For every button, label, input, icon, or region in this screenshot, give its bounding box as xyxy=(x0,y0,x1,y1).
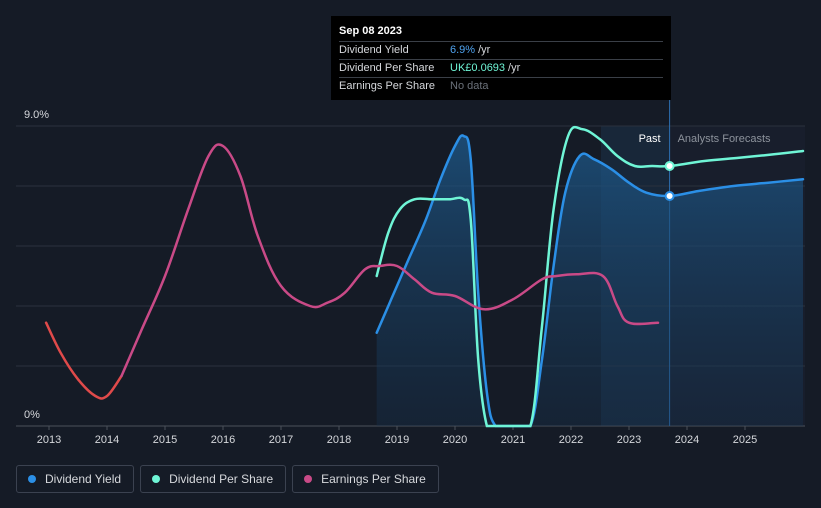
x-tick-label: 2018 xyxy=(327,434,351,446)
dividend-yield-marker xyxy=(664,191,675,201)
legend-dot-icon xyxy=(28,475,36,483)
legend-label: Dividend Yield xyxy=(45,472,122,486)
dividend-per-share-marker xyxy=(664,161,675,171)
tooltip-value: No data xyxy=(450,80,489,92)
x-tick-label: 2020 xyxy=(443,434,467,446)
x-tick-label: 2017 xyxy=(269,434,293,446)
past-label: Past xyxy=(639,133,661,145)
tooltip-date: Sep 08 2023 xyxy=(339,25,402,37)
earnings-per-share-line-segment xyxy=(44,321,123,400)
hover-tooltip: Sep 08 2023 Dividend Yield 6.9% /yr Divi… xyxy=(331,16,671,100)
x-tick-label: 2016 xyxy=(211,434,235,446)
tooltip-label: Earnings Per Share xyxy=(339,80,435,92)
tooltip-unit: /yr xyxy=(478,44,491,56)
earnings-per-share-line xyxy=(120,143,660,378)
x-tick-label: 2025 xyxy=(733,434,757,446)
x-tick-label: 2014 xyxy=(95,434,119,446)
legend-dot-icon xyxy=(304,475,313,483)
tooltip-unit: /yr xyxy=(508,62,521,74)
legend-item-earnings-per-share[interactable]: Earnings Per Share xyxy=(292,465,439,493)
tooltip-label: Dividend Yield xyxy=(339,44,409,56)
legend-item-dividend-yield[interactable]: Dividend Yield xyxy=(16,465,135,493)
legend-item-dividend-per-share[interactable]: Dividend Per Share xyxy=(140,465,287,493)
x-tick-label: 2013 xyxy=(37,434,61,446)
chart-legend: Dividend Yield Dividend Per Share Earnin… xyxy=(16,465,439,493)
x-tick-label: 2023 xyxy=(617,434,641,446)
dividend-per-share-line xyxy=(375,125,805,428)
legend-dot-icon xyxy=(152,475,161,483)
legend-label: Earnings Per Share xyxy=(321,472,426,486)
x-tick-label: 2024 xyxy=(675,434,699,446)
y-tick-label: 0% xyxy=(24,409,40,421)
tooltip-row-dividend-yield: Dividend Yield 6.9% /yr xyxy=(339,41,663,59)
legend-label: Dividend Per Share xyxy=(169,472,274,486)
dividend-yield-area xyxy=(376,135,803,426)
x-tick-label: 2019 xyxy=(385,434,409,446)
x-tick-label: 2021 xyxy=(501,434,525,446)
tooltip-row-earnings-per-share: Earnings Per Share No data xyxy=(339,77,663,95)
tooltip-row-dividend-per-share: Dividend Per Share UK£0.0693 /yr xyxy=(339,59,663,77)
forecast-label: Analysts Forecasts xyxy=(678,133,771,145)
tooltip-value: 6.9% xyxy=(450,44,476,56)
tooltip-value: UK£0.0693 xyxy=(450,62,506,74)
x-tick-label: 2015 xyxy=(153,434,177,446)
x-tick-label: 2022 xyxy=(559,434,583,446)
y-tick-label: 9.0% xyxy=(24,109,49,121)
tooltip-label: Dividend Per Share xyxy=(339,62,435,74)
